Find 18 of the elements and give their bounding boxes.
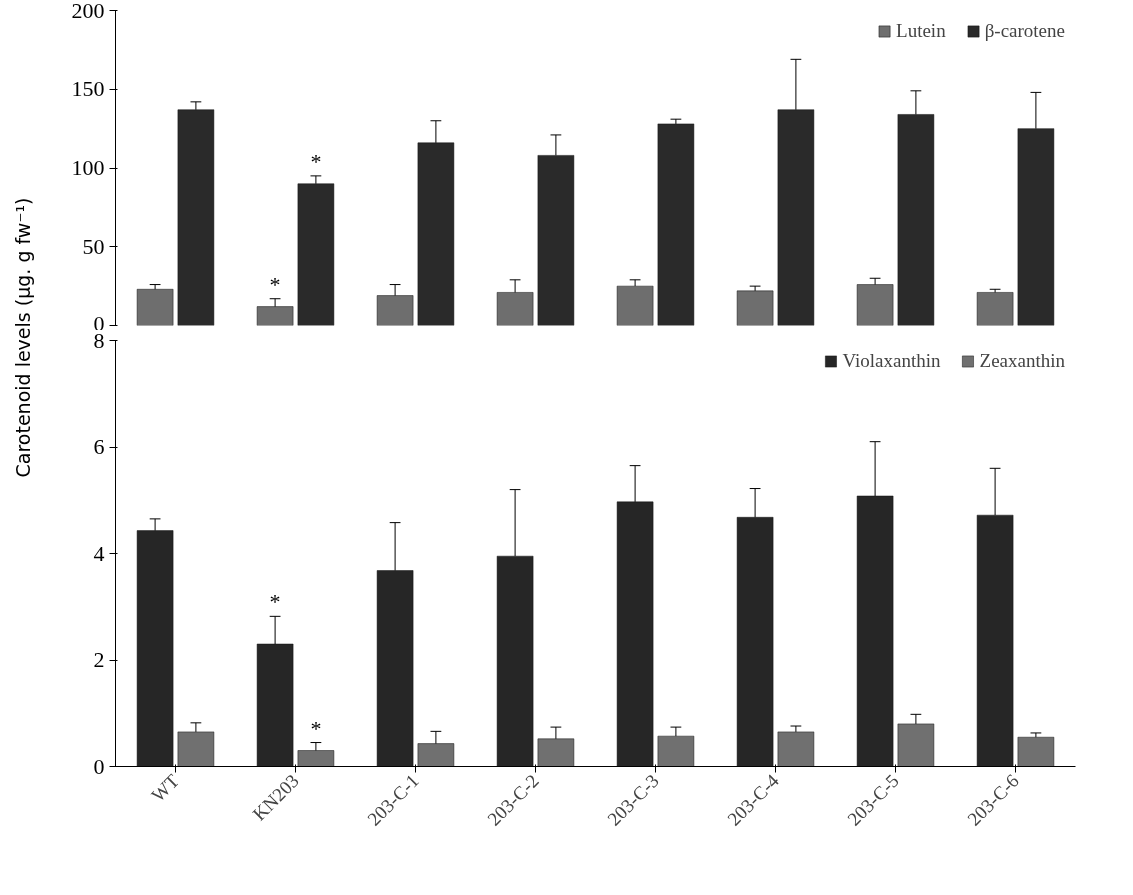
y-axis-title: Carotenoid levels (µg. g fw⁻¹) bbox=[12, 197, 34, 478]
y-tick-label: 150 bbox=[71, 76, 105, 102]
annotation: * bbox=[310, 715, 322, 741]
annotation: * bbox=[310, 148, 322, 174]
y-tick-label: 50 bbox=[82, 233, 105, 259]
y-tick-label: 200 bbox=[71, 0, 105, 23]
x-tick-label: WT bbox=[147, 769, 184, 806]
legend-label: Lutein bbox=[896, 20, 946, 42]
y-tick-label: 0 bbox=[93, 753, 105, 779]
y-tick-label: 4 bbox=[93, 540, 105, 566]
y-tick-label: 100 bbox=[71, 155, 105, 180]
y-tick-label: 2 bbox=[93, 647, 105, 672]
annotation: * bbox=[269, 589, 281, 615]
y-tick-label: 6 bbox=[93, 434, 105, 459]
annotation: * bbox=[269, 271, 281, 297]
legend-label: Violaxanthin bbox=[842, 350, 941, 372]
legend-label: β-carotene bbox=[984, 20, 1065, 42]
legend-label: Zeaxanthin bbox=[979, 350, 1065, 372]
